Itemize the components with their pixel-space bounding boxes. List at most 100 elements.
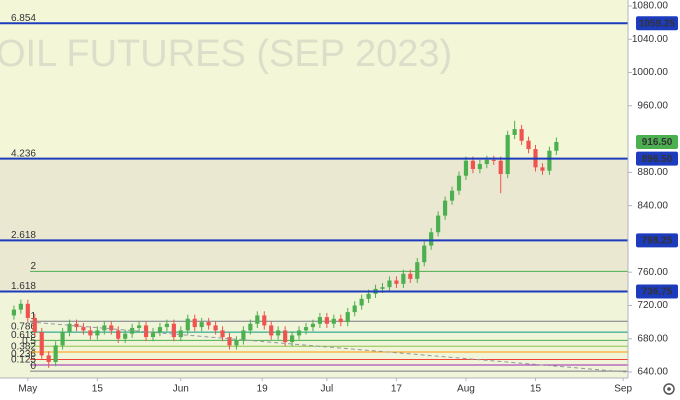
price-label: 896.50 — [642, 154, 673, 165]
price-label: 736.75 — [642, 287, 673, 298]
candle-body — [255, 315, 260, 324]
candle-body — [290, 335, 295, 343]
candle-body — [164, 323, 169, 328]
candle-body — [477, 164, 482, 170]
candle-body — [88, 330, 93, 336]
y-tick-label: 1040.00 — [632, 34, 669, 45]
y-tick-label: 640.00 — [637, 367, 668, 378]
candle-body — [53, 345, 58, 363]
candle-body — [241, 330, 246, 341]
candle-body — [171, 323, 176, 338]
fib-label: 2.618 — [11, 230, 36, 241]
candle-body — [387, 280, 392, 288]
fib-label: 0.382 — [11, 342, 36, 353]
candle-body — [81, 327, 86, 331]
candle-body — [178, 330, 183, 338]
zone — [0, 158, 628, 292]
fib-label: 0.786 — [11, 322, 36, 333]
candle-body — [95, 330, 100, 336]
y-tick-label: 880.00 — [637, 167, 668, 178]
candle-body — [422, 245, 427, 263]
price-label-box — [636, 233, 678, 248]
candle-body — [227, 337, 232, 346]
candle-body — [67, 323, 72, 333]
candle-body — [470, 160, 475, 170]
watermark: OIL FUTURES (SEP 2023) — [0, 33, 452, 75]
gear-icon[interactable] — [663, 383, 675, 395]
price-label-box — [636, 151, 678, 166]
candle-body — [206, 322, 211, 326]
fib-label: 0 — [30, 361, 36, 372]
candle-body — [505, 134, 510, 175]
candle-body — [345, 312, 350, 323]
candle-body — [491, 159, 496, 161]
candle-body — [60, 332, 65, 346]
time-axis — [0, 378, 680, 400]
last-price-box — [636, 134, 678, 149]
y-tick-label: 960.00 — [637, 100, 668, 111]
candle-body — [554, 141, 559, 151]
candle-body — [540, 167, 545, 171]
candle-body — [185, 318, 190, 331]
candle-body — [248, 323, 253, 331]
candle-body — [443, 200, 448, 216]
candle-body — [352, 305, 357, 313]
candle-body — [157, 327, 163, 333]
price-label: 1059.25 — [639, 18, 676, 29]
candle-body — [32, 317, 37, 333]
last-price-label: 916.50 — [642, 137, 673, 148]
candle-body — [547, 150, 552, 171]
settings-button[interactable] — [663, 383, 675, 395]
candle-body — [498, 160, 503, 175]
fib-label: 2 — [30, 261, 36, 272]
fib-label: 1 — [30, 311, 36, 322]
y-tick-label: 760.00 — [637, 267, 668, 278]
candle-body — [123, 333, 128, 339]
candle-body — [310, 323, 316, 328]
candle-body — [436, 215, 441, 233]
x-tick-label: 17 — [391, 384, 403, 395]
candle-body — [317, 317, 322, 324]
candle-body — [116, 330, 121, 339]
candle-body — [234, 340, 239, 346]
y-tick-label: 1080.00 — [632, 1, 669, 12]
candle-body — [429, 232, 434, 246]
fib-label: 0.236 — [11, 349, 36, 360]
candle-body — [331, 318, 336, 324]
candle-body — [74, 323, 79, 328]
candle-body — [359, 298, 364, 306]
candle-body — [415, 262, 420, 279]
x-tick-label: Sep — [614, 384, 632, 395]
fib-label: 1.618 — [11, 281, 36, 292]
candle-body — [137, 325, 142, 328]
candle-body — [46, 355, 51, 363]
fib-label: 0.5 — [22, 336, 36, 347]
candle-body — [456, 175, 462, 191]
candle-body — [366, 293, 371, 299]
candle-body — [380, 287, 385, 289]
candle-body — [394, 280, 399, 284]
candle-body — [512, 129, 517, 135]
candle-body — [25, 303, 30, 318]
x-tick-label: 15 — [530, 384, 542, 395]
candle-body — [262, 315, 267, 326]
candle-body — [109, 325, 114, 331]
trend-line — [29, 321, 627, 373]
candle-body — [276, 330, 281, 336]
candle-body — [526, 140, 531, 150]
price-label: 798.25 — [642, 236, 673, 247]
price-label-box — [636, 16, 678, 31]
candle-body — [408, 273, 413, 279]
y-tick-label: 720.00 — [637, 300, 668, 311]
y-tick-label: 680.00 — [637, 333, 668, 344]
x-tick-label: Jul — [320, 384, 333, 395]
fib-label: 4.236 — [11, 148, 36, 159]
y-tick-label: 840.00 — [637, 200, 668, 211]
price-label-box — [636, 284, 678, 299]
candle-body — [484, 159, 489, 165]
x-tick-label: Jun — [173, 384, 189, 395]
candle-body — [18, 303, 23, 310]
candle-body — [102, 325, 107, 331]
candle-body — [269, 325, 274, 336]
x-tick-label: Aug — [457, 384, 475, 395]
